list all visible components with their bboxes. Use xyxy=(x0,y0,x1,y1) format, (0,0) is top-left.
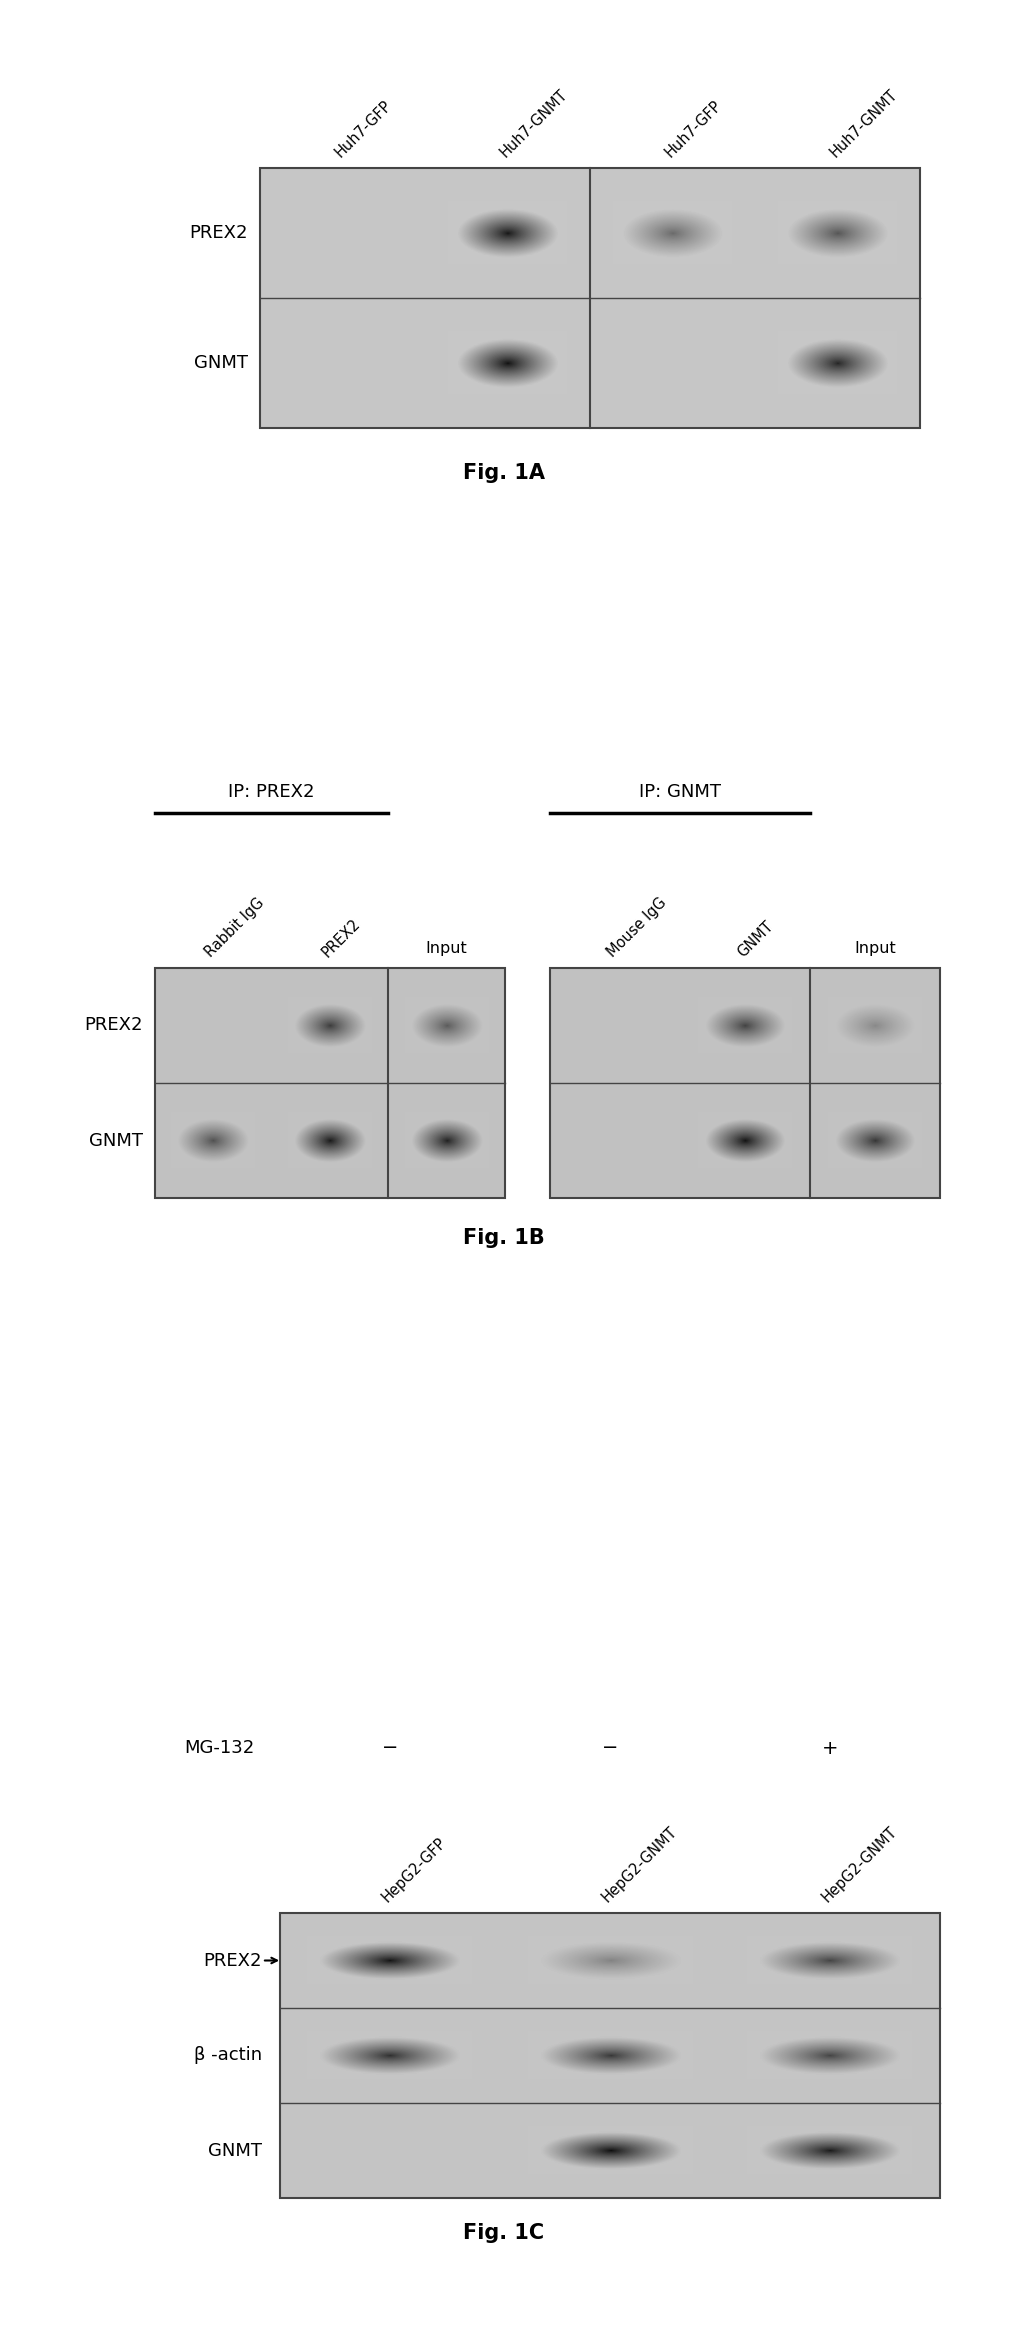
Bar xyxy=(281,1914,940,2198)
Text: PREX2: PREX2 xyxy=(204,1951,262,1970)
Text: Rabbit IgG: Rabbit IgG xyxy=(203,895,267,960)
Text: Mouse IgG: Mouse IgG xyxy=(604,895,669,960)
Text: −: − xyxy=(601,1738,619,1759)
Text: GNMT: GNMT xyxy=(208,2141,262,2160)
Text: HepG2-GNMT: HepG2-GNMT xyxy=(599,1824,680,1904)
Text: Huh7-GNMT: Huh7-GNMT xyxy=(496,87,570,160)
Text: HepG2-GNMT: HepG2-GNMT xyxy=(819,1824,900,1904)
Text: IP: GNMT: IP: GNMT xyxy=(639,782,721,801)
Text: −: − xyxy=(381,1738,399,1759)
Text: PREX2: PREX2 xyxy=(320,916,363,960)
Text: β -actin: β -actin xyxy=(194,2047,262,2064)
Text: Fig. 1A: Fig. 1A xyxy=(463,463,545,484)
Text: Input: Input xyxy=(855,942,896,956)
Text: Fig. 1B: Fig. 1B xyxy=(463,1228,545,1249)
Text: IP: PREX2: IP: PREX2 xyxy=(228,782,315,801)
Text: +: + xyxy=(821,1738,838,1759)
Bar xyxy=(260,169,920,427)
Text: PREX2: PREX2 xyxy=(85,1017,143,1035)
Text: GNMT: GNMT xyxy=(194,355,248,371)
Text: Huh7-GFP: Huh7-GFP xyxy=(662,99,724,160)
Text: GNMT: GNMT xyxy=(735,918,776,960)
Text: HepG2-GFP: HepG2-GFP xyxy=(379,1834,449,1904)
Text: PREX2: PREX2 xyxy=(190,223,248,242)
Bar xyxy=(550,967,940,1197)
Text: Huh7-GFP: Huh7-GFP xyxy=(332,99,395,160)
Text: Input: Input xyxy=(426,942,467,956)
Text: Fig. 1C: Fig. 1C xyxy=(463,2224,545,2242)
Text: GNMT: GNMT xyxy=(89,1132,143,1151)
Text: MG-132: MG-132 xyxy=(185,1740,255,1756)
Bar xyxy=(155,967,504,1197)
Text: Huh7-GNMT: Huh7-GNMT xyxy=(827,87,900,160)
